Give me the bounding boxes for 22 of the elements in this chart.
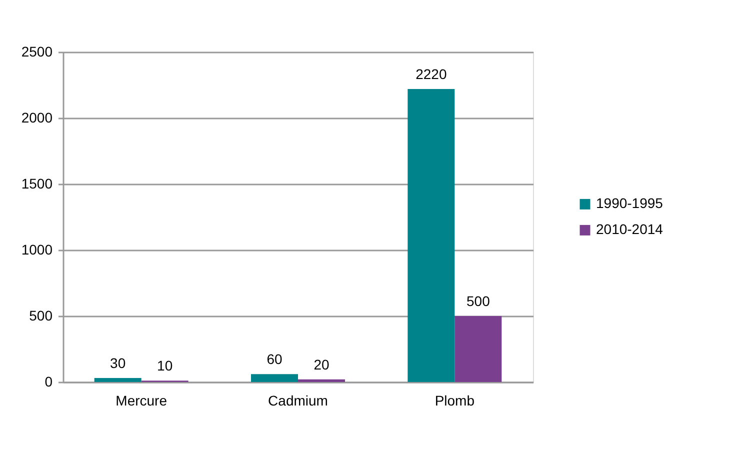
- x-tick-label: Plomb: [434, 392, 475, 408]
- bar: [298, 379, 345, 382]
- y-tick-label: 500: [29, 308, 53, 324]
- bar: [94, 378, 142, 382]
- y-tick-label: 0: [44, 374, 53, 390]
- y-tick-label: 1000: [21, 242, 53, 258]
- bar: [454, 316, 502, 382]
- x-tick-label: Mercure: [116, 392, 168, 408]
- legend-label: 1990-1995: [596, 195, 664, 212]
- data-label: 2220: [416, 66, 447, 82]
- data-label: 30: [110, 355, 126, 372]
- bar: [408, 88, 455, 382]
- y-tick-label: 1500: [21, 176, 53, 192]
- data-label: 10: [157, 358, 173, 374]
- y-tick-label: 2000: [21, 110, 53, 126]
- legend-label: 2010-2014: [596, 221, 664, 238]
- data-label: 60: [266, 351, 282, 368]
- data-label: 500: [466, 293, 490, 309]
- y-tick-label: 2500: [21, 44, 53, 60]
- bar: [251, 374, 298, 382]
- x-tick-label: Cadmium: [268, 392, 328, 408]
- data-label: 20: [314, 356, 330, 372]
